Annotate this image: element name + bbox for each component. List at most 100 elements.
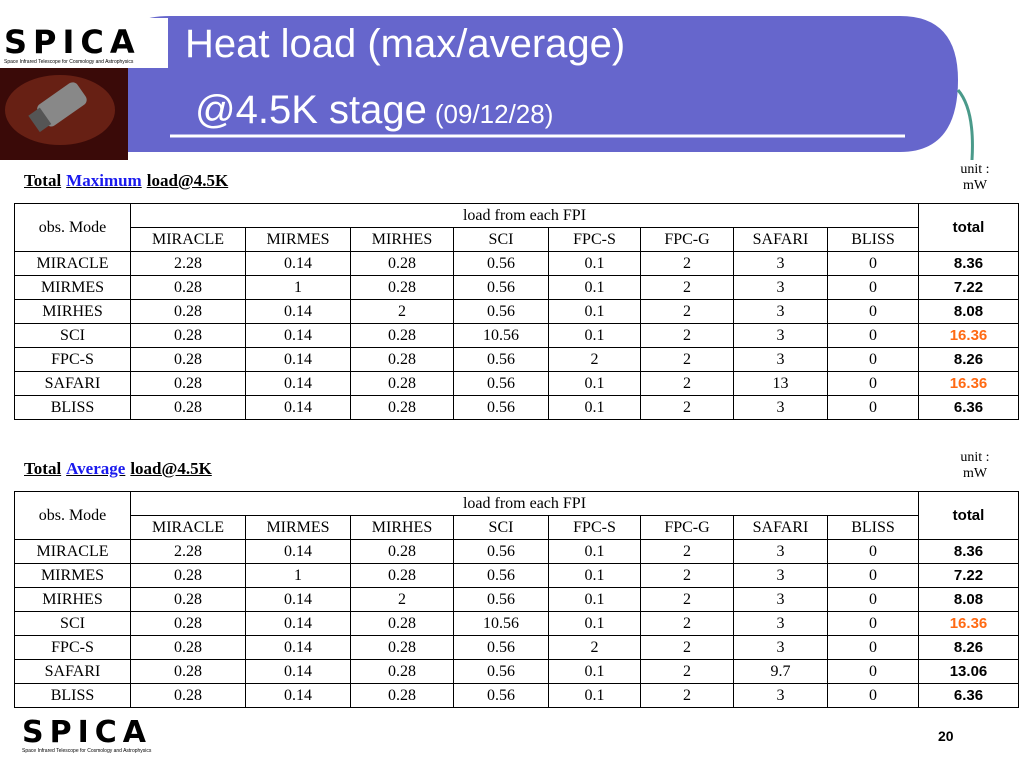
column-header: MIRHES	[350, 227, 454, 252]
data-row: MIRMES 0.28 1 0.28 0.56 0.1 2 3 0 7.22	[14, 563, 1019, 588]
unit-note: unit : mW	[940, 162, 1010, 194]
total: 8.08	[918, 299, 1019, 324]
load: 2	[350, 587, 454, 612]
unit-note: unit : mW	[940, 450, 1010, 482]
load: 3	[733, 395, 828, 420]
data-row: MIRHES 0.28 0.14 2 0.56 0.1 2 3 0 8.08	[14, 299, 1019, 324]
load: 0.1	[548, 587, 641, 612]
accent-line	[956, 89, 974, 160]
footer-logo: SPICA Space Infrared Telescope for Cosmo…	[22, 715, 152, 754]
load: 0.56	[453, 635, 549, 660]
total: 7.22	[918, 563, 1019, 588]
load: 2.28	[130, 251, 246, 276]
load: 0.56	[453, 539, 549, 564]
load: 2	[640, 659, 734, 684]
load: 0	[827, 539, 919, 564]
load: 3	[733, 611, 828, 636]
logo-tagline: Space Infrared Telescope for Cosmology a…	[22, 748, 152, 754]
load: 0	[827, 563, 919, 588]
header-row: obs. Mode load from each FPI total	[14, 491, 1019, 540]
column-header: MIRHES	[350, 515, 454, 540]
load: 0.28	[350, 683, 454, 708]
load: 0.1	[548, 563, 641, 588]
telescope-icon	[28, 82, 87, 133]
unit-label: unit :	[960, 162, 990, 177]
data-row: SAFARI 0.28 0.14 0.28 0.56 0.1 2 9.7 0 13.06	[14, 659, 1019, 684]
data-row: SCI 0.28 0.14 0.28 10.56 0.1 2 3 0 16.36	[14, 611, 1019, 636]
load: 2	[640, 611, 734, 636]
mode: SCI	[14, 611, 131, 636]
load: 2	[640, 563, 734, 588]
load: 0.28	[130, 611, 246, 636]
unit: mW	[962, 466, 988, 481]
load: 0	[827, 347, 919, 372]
load: 0.28	[350, 275, 454, 300]
load: 0.28	[350, 563, 454, 588]
load: 0.1	[548, 251, 641, 276]
load: 0.14	[245, 683, 351, 708]
column-header: SCI	[453, 227, 549, 252]
data-row: FPC-S 0.28 0.14 0.28 0.56 2 2 3 0 8.26	[14, 635, 1019, 660]
total: 16.36	[918, 611, 1019, 636]
load: 2	[640, 635, 734, 660]
load: 0.14	[245, 659, 351, 684]
load: 0.14	[245, 299, 351, 324]
title-prefix: Total	[24, 459, 62, 478]
load: 0.28	[350, 347, 454, 372]
mode: SCI	[14, 323, 131, 348]
load: 0.56	[453, 275, 549, 300]
load: 0.28	[130, 563, 246, 588]
load: 3	[733, 635, 828, 660]
data-row: SAFARI 0.28 0.14 0.28 0.56 0.1 2 13 0 16.36	[14, 371, 1019, 396]
load: 0.14	[245, 611, 351, 636]
load: 0.1	[548, 323, 641, 348]
load: 1	[245, 275, 351, 300]
load: 0.28	[130, 635, 246, 660]
load: 0.56	[453, 371, 549, 396]
title-prefix: Total	[24, 171, 62, 190]
load-table: obs. Mode load from each FPI total MIRACLE M…	[14, 203, 1019, 420]
column-header: FPC-S	[548, 515, 641, 540]
load: 2	[640, 683, 734, 708]
total: 13.06	[918, 659, 1019, 684]
load: 0	[827, 275, 919, 300]
load: 3	[733, 563, 828, 588]
load: 0.28	[350, 659, 454, 684]
load: 2	[640, 275, 734, 300]
load: 0.28	[350, 251, 454, 276]
title: @4.5K stage (09/12/28)	[195, 88, 553, 133]
total: 8.08	[918, 587, 1019, 612]
unit-label: unit :	[960, 450, 990, 465]
load: 0	[827, 659, 919, 684]
logo-tagline: Space Infrared Telescope for Cosmology a…	[4, 59, 134, 65]
data-row: MIRACLE 2.28 0.14 0.28 0.56 0.1 2 3 0 8.36	[14, 539, 1019, 564]
load: 0.28	[130, 323, 246, 348]
load: 2	[640, 587, 734, 612]
load: 2	[548, 635, 641, 660]
total: 16.36	[918, 371, 1019, 396]
load: 0.56	[453, 251, 549, 276]
column-header: FPC-S	[548, 227, 641, 252]
column-header: FPC-G	[640, 515, 734, 540]
load: 0.56	[453, 563, 549, 588]
total-header: total	[918, 203, 1019, 252]
load: 0	[827, 395, 919, 420]
load: 0	[827, 371, 919, 396]
load: 10.56	[453, 323, 549, 348]
load: 0.14	[245, 347, 351, 372]
column-header: BLISS	[827, 515, 919, 540]
title-band	[128, 16, 958, 152]
load: 0.28	[350, 635, 454, 660]
load: 1	[245, 563, 351, 588]
column-header: MIRMES	[245, 515, 351, 540]
header-row: obs. Mode load from each FPI total	[14, 203, 1019, 252]
title-emphasis: Maximum	[66, 171, 142, 190]
load: 0.14	[245, 635, 351, 660]
load: 0.56	[453, 587, 549, 612]
load: 0.28	[130, 347, 246, 372]
total: 8.26	[918, 347, 1019, 372]
load: 2	[640, 299, 734, 324]
mode: FPC-S	[14, 635, 131, 660]
column-header: FPC-G	[640, 227, 734, 252]
title: Heat load (max/average)	[185, 22, 626, 66]
